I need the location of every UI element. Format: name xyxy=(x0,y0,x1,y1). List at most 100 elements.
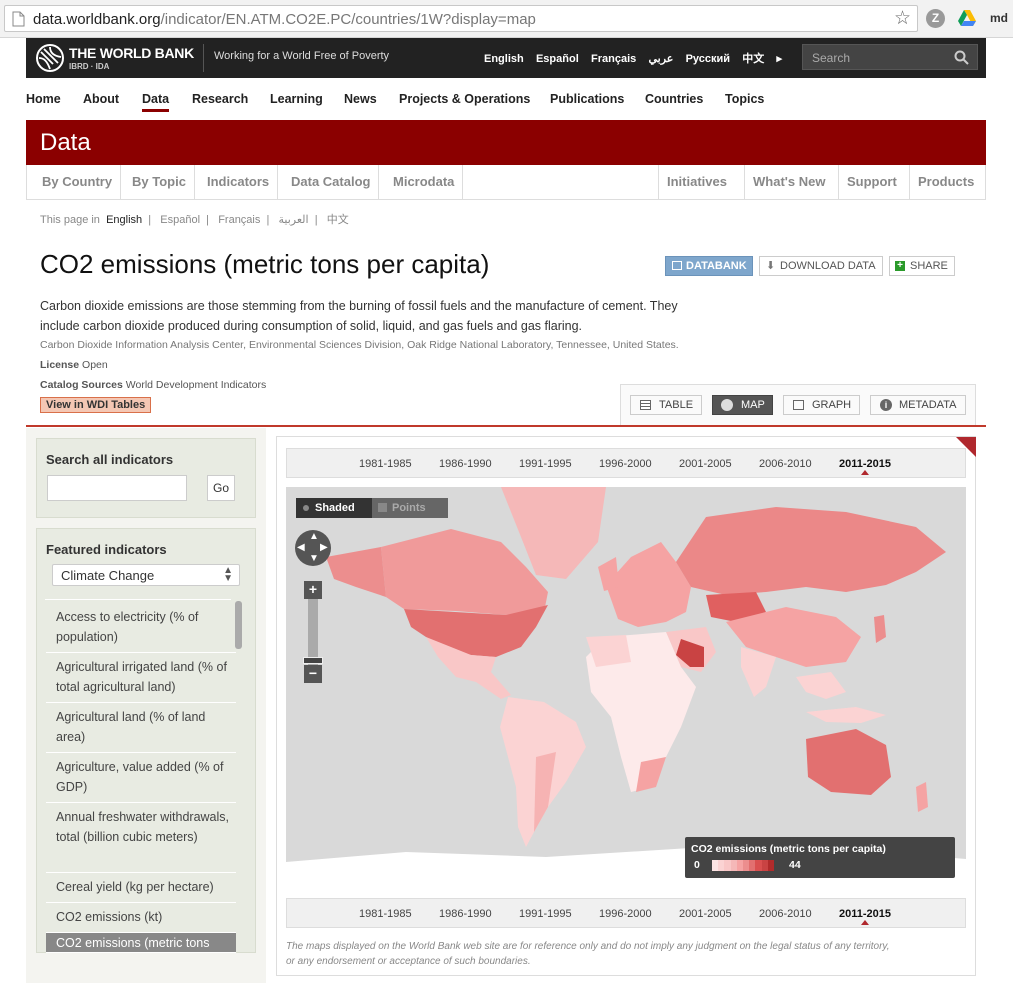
nav-home[interactable]: Home xyxy=(26,92,61,106)
world-bank-logo-icon[interactable] xyxy=(35,43,65,73)
topic-select[interactable]: Climate Change ▲ ▼ xyxy=(52,564,240,586)
go-button[interactable]: Go xyxy=(207,475,235,501)
points-grid-icon xyxy=(378,503,387,512)
period-1981[interactable]: 1981-1985 xyxy=(359,908,412,920)
extension-z-icon[interactable]: Z xyxy=(926,9,945,28)
period-1986[interactable]: 1986-1990 xyxy=(439,458,492,470)
subnav-products[interactable]: Products xyxy=(909,165,982,199)
bookmark-star-icon[interactable]: ☆ xyxy=(893,8,911,29)
period-2011-selected[interactable]: 2011-2015 xyxy=(839,908,891,920)
pan-up-icon[interactable]: ▲ xyxy=(309,531,319,542)
subnav-indicators[interactable]: Indicators xyxy=(199,165,279,199)
page-lang-chinese[interactable]: 中文 xyxy=(326,214,349,226)
list-item[interactable]: Cereal yield (kg per hectare) xyxy=(46,873,236,903)
lang-francais[interactable]: Français xyxy=(591,53,637,65)
lang-english[interactable]: English xyxy=(484,53,524,65)
zoom-out-button[interactable]: − xyxy=(304,665,322,683)
list-item-selected[interactable]: CO2 emissions (metric tons xyxy=(46,933,236,953)
nav-countries[interactable]: Countries xyxy=(645,92,704,106)
nav-topics[interactable]: Topics xyxy=(725,92,765,106)
subnav-by-topic[interactable]: By Topic xyxy=(124,165,195,199)
period-2001[interactable]: 2001-2005 xyxy=(679,908,732,920)
nav-about[interactable]: About xyxy=(83,92,120,106)
period-2011-selected[interactable]: 2011-2015 xyxy=(839,458,891,470)
list-item[interactable]: CO2 emissions (kt) xyxy=(46,903,236,933)
period-1991[interactable]: 1991-1995 xyxy=(519,908,572,920)
subnav-initiatives[interactable]: Initiatives xyxy=(658,165,735,199)
pan-left-icon[interactable]: ◀ xyxy=(297,542,305,553)
subnav-by-country[interactable]: By Country xyxy=(34,165,122,199)
nav-news[interactable]: News xyxy=(344,92,377,106)
address-bar[interactable]: data.worldbank.org/indicator/EN.ATM.CO2E… xyxy=(4,5,918,32)
choropleth-map[interactable]: Shaded Points ▲ ▼ ◀ ▶ + − CO2 emissions … xyxy=(286,487,966,887)
more-languages-icon[interactable]: ▸ xyxy=(776,53,783,65)
subnav-data-catalog[interactable]: Data Catalog xyxy=(283,165,380,199)
catalog-source-link[interactable]: World Development Indicators xyxy=(125,379,267,391)
lang-russian[interactable]: Русский xyxy=(685,53,731,65)
mexico-shape xyxy=(426,637,511,699)
nav-publications[interactable]: Publications xyxy=(550,92,625,106)
page-lang-espanol[interactable]: Español xyxy=(160,214,201,226)
lang-espanol[interactable]: Español xyxy=(535,53,579,65)
databank-button[interactable]: DATABANK xyxy=(665,256,753,276)
zoom-slider-handle[interactable] xyxy=(303,657,323,664)
argentina-shape xyxy=(534,752,556,832)
indicator-search-input[interactable] xyxy=(47,475,187,501)
list-item[interactable]: Access to electricity (% of population) xyxy=(46,603,236,653)
nav-learning[interactable]: Learning xyxy=(270,92,323,106)
logo-title[interactable]: THE WORLD BANK xyxy=(69,45,194,61)
usa-shape xyxy=(404,605,548,657)
subnav-support[interactable]: Support xyxy=(838,165,905,199)
download-data-button[interactable]: ⬇ DOWNLOAD DATA xyxy=(759,256,883,276)
period-2006[interactable]: 2006-2010 xyxy=(759,908,812,920)
period-1986[interactable]: 1986-1990 xyxy=(439,908,492,920)
google-drive-icon[interactable] xyxy=(957,9,977,27)
list-item[interactable]: Agricultural land (% of land area) xyxy=(46,703,236,753)
pan-down-icon[interactable]: ▼ xyxy=(309,553,319,564)
lang-arabic[interactable]: عربي xyxy=(648,53,674,65)
list-item[interactable]: Agriculture, value added (% of GDP) xyxy=(46,753,236,803)
search-icon[interactable] xyxy=(954,50,969,65)
view-wdi-tables-link[interactable]: View in WDI Tables xyxy=(40,397,152,413)
uk-shape xyxy=(598,557,619,591)
page-lang-english[interactable]: English xyxy=(106,214,143,226)
tab-table[interactable]: TABLE xyxy=(630,395,702,415)
list-item[interactable]: Agricultural irrigated land (% of total … xyxy=(46,653,236,703)
shaded-mode-button[interactable]: Shaded xyxy=(296,498,372,518)
profile-name[interactable]: md xyxy=(990,11,1008,25)
tab-graph[interactable]: GRAPH xyxy=(783,395,860,415)
legend-max: 44 xyxy=(789,859,801,871)
period-2006[interactable]: 2006-2010 xyxy=(759,458,812,470)
subnav-microdata[interactable]: Microdata xyxy=(385,165,464,199)
tab-metadata[interactable]: i METADATA xyxy=(870,395,966,415)
canada-shape xyxy=(381,529,548,615)
nav-projects[interactable]: Projects & Operations xyxy=(399,92,531,106)
period-1991[interactable]: 1991-1995 xyxy=(519,458,572,470)
period-1981[interactable]: 1981-1985 xyxy=(359,458,412,470)
points-mode-button[interactable]: Points xyxy=(372,498,448,518)
header-search-box[interactable]: Search xyxy=(802,44,978,70)
pan-control[interactable]: ▲ ▼ ◀ ▶ xyxy=(295,530,331,566)
period-2001[interactable]: 2001-2005 xyxy=(679,458,732,470)
timeline-bottom: 1981-1985 1986-1990 1991-1995 1996-2000 … xyxy=(286,898,966,928)
pan-right-icon[interactable]: ▶ xyxy=(320,542,328,553)
legend-title: CO2 emissions (metric tons per capita) xyxy=(691,843,886,855)
alaska-shape xyxy=(326,547,386,597)
tab-map[interactable]: MAP xyxy=(712,395,773,415)
page-lang-arabic[interactable]: العربية xyxy=(278,214,309,226)
period-1996[interactable]: 1996-2000 xyxy=(599,458,652,470)
zoom-slider-track[interactable] xyxy=(308,599,318,667)
section-banner: Data xyxy=(26,120,986,165)
share-button[interactable]: + SHARE xyxy=(889,256,955,276)
zoom-in-button[interactable]: + xyxy=(304,581,322,599)
lang-chinese[interactable]: 中文 xyxy=(742,53,765,65)
nav-data[interactable]: Data xyxy=(142,92,170,112)
list-item[interactable]: Annual freshwater withdrawals, total (bi… xyxy=(46,803,236,873)
nav-research[interactable]: Research xyxy=(192,92,249,106)
data-subnav: By Country By Topic Indicators Data Cata… xyxy=(26,165,986,200)
list-scrollbar[interactable] xyxy=(235,601,242,649)
subnav-whats-new[interactable]: What's New xyxy=(744,165,833,199)
page-lang-francais[interactable]: Français xyxy=(218,214,261,226)
header-divider xyxy=(203,44,204,72)
period-1996[interactable]: 1996-2000 xyxy=(599,908,652,920)
